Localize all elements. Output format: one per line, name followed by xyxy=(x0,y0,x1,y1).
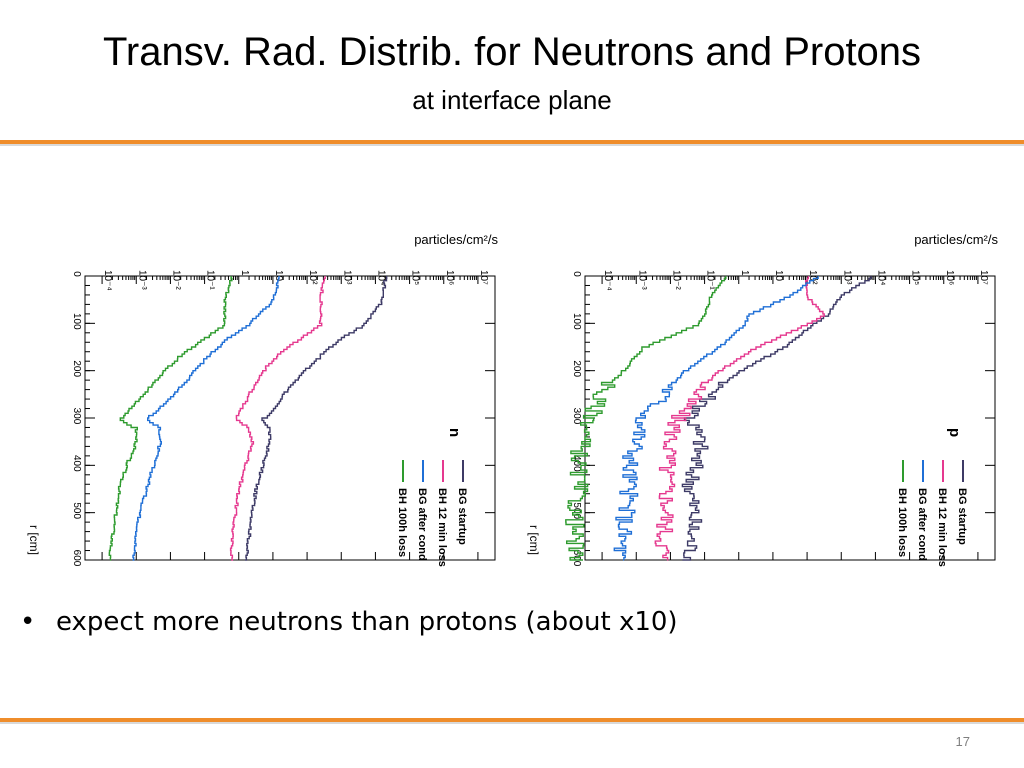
radius-tick-label: 300 xyxy=(71,408,82,425)
series-line-1 xyxy=(229,276,326,561)
flux-tick-label: 10⁻¹ xyxy=(205,270,216,290)
page-number: 17 xyxy=(955,734,970,749)
slide-title: Transv. Rad. Distrib. for Neutrons and P… xyxy=(102,30,922,74)
radius-tick-label: 100 xyxy=(71,313,82,330)
footer-divider xyxy=(0,718,1024,722)
flux-tick-label: 10⁴ xyxy=(875,270,886,285)
legend-label: BG startup xyxy=(956,488,968,545)
bullet-item: • expect more neutrons than protons (abou… xyxy=(20,602,1000,642)
legend-label: BH 100h loss xyxy=(396,488,408,557)
radius-tick-label: 600 xyxy=(71,550,82,567)
flux-tick-label: 10⁴ xyxy=(375,270,386,285)
flux-tick-label: 10 xyxy=(773,270,784,282)
flux-tick-label: 1 xyxy=(239,270,250,276)
proton-flux-chart: 10⁻⁴ 10⁻³ 10⁻² 10⁻¹ 1 10 10² 10³ 10⁴ 10⁵ 10⁶ 10⁷ 0 10… xyxy=(527,232,998,567)
series-line-0 xyxy=(681,276,872,561)
series-line-2 xyxy=(132,276,280,561)
flux-axis-title: particles/cm²/s xyxy=(914,232,998,247)
flux-tick-label: 10⁵ xyxy=(410,270,421,285)
footer-divider-shadow xyxy=(0,722,1024,724)
flux-tick-label: 10⁻² xyxy=(170,270,181,290)
flux-tick-label: 1 xyxy=(739,270,750,276)
radius-tick-label: 400 xyxy=(571,455,582,472)
radius-tick-label: 100 xyxy=(571,313,582,330)
radius-axis-title: r [cm] xyxy=(527,525,541,555)
series-line-1 xyxy=(654,276,825,561)
flux-tick-label: 10⁷ xyxy=(978,270,989,285)
bullet-text: expect more neutrons than protons (about… xyxy=(56,607,678,637)
legend-label: BG startup xyxy=(456,488,468,545)
legend-label: BH 12 min loss xyxy=(936,488,948,567)
series-line-3 xyxy=(565,276,727,561)
flux-tick-label: 10⁻⁴ xyxy=(602,270,613,291)
series-line-0 xyxy=(245,276,388,561)
flux-tick-label: 10³ xyxy=(841,270,852,285)
radius-tick-label: 300 xyxy=(571,408,582,425)
flux-tick-label: 10⁵ xyxy=(910,270,921,285)
legend-label: BH 100h loss xyxy=(896,488,908,557)
series-line-2 xyxy=(613,276,819,561)
flux-tick-label: 10⁻⁴ xyxy=(102,270,113,291)
legend-label: BH 12 min loss xyxy=(436,488,448,567)
flux-tick-label: 10⁻³ xyxy=(136,270,147,290)
flux-tick-label: 10⁶ xyxy=(944,270,955,285)
flux-tick-label: 10² xyxy=(807,270,818,285)
flux-tick-label: 10⁷ xyxy=(478,270,489,285)
legend-label: BG after cond xyxy=(916,488,928,561)
radius-tick-label: 500 xyxy=(71,502,82,519)
radius-tick-label: 400 xyxy=(71,455,82,472)
particle-label: n xyxy=(446,428,463,437)
bullet-marker: • xyxy=(20,607,36,637)
legend-label: BG after cond xyxy=(416,488,428,561)
header-divider-shadow xyxy=(0,144,1024,146)
radius-axis-title: r [cm] xyxy=(27,525,41,555)
flux-tick-label: 10⁻² xyxy=(670,270,681,290)
radius-tick-label: 200 xyxy=(71,360,82,377)
plot-frame xyxy=(84,275,496,561)
flux-tick-label: 10⁻³ xyxy=(636,270,647,290)
particle-label: p xyxy=(946,428,963,437)
plot-frame xyxy=(584,275,996,561)
flux-tick-label: 10⁶ xyxy=(444,270,455,285)
slide-subtitle: at interface plane xyxy=(412,85,612,115)
header-divider xyxy=(0,140,1024,144)
series-line-3 xyxy=(108,276,233,561)
flux-tick-label: 10 xyxy=(273,270,284,282)
radius-tick-label: 200 xyxy=(571,360,582,377)
radius-tick-label: 0 xyxy=(571,271,582,277)
flux-tick-label: 10⁻¹ xyxy=(705,270,716,290)
flux-axis-title: particles/cm²/s xyxy=(414,232,498,247)
flux-tick-label: 10² xyxy=(307,270,318,285)
radius-tick-label: 0 xyxy=(71,271,82,277)
flux-tick-label: 10³ xyxy=(341,270,352,285)
neutron-flux-chart: 10⁻⁴ 10⁻³ 10⁻² 10⁻¹ 1 10 10² 10³ 10⁴ 10⁵ 10⁶ 10⁷ 0 10… xyxy=(27,232,498,567)
